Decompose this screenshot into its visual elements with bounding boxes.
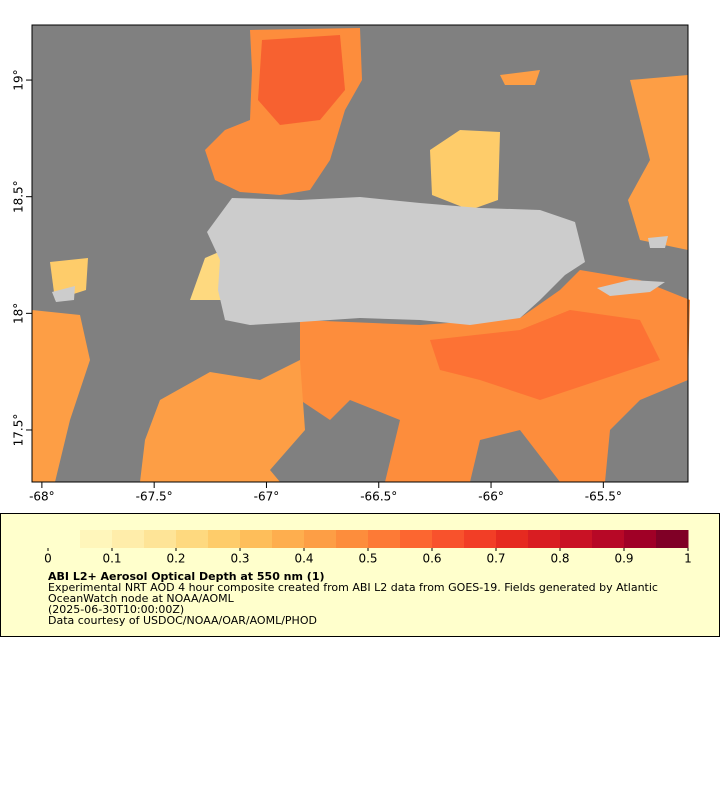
y-tick-label: 18° — [12, 303, 26, 324]
colorbar-segment — [208, 530, 241, 548]
colorbar-tick-label: 0.2 — [166, 552, 185, 566]
land — [52, 286, 75, 302]
colorbar-segment — [304, 530, 337, 548]
x-tick-label: -67° — [254, 490, 280, 504]
colorbar-segment — [144, 530, 177, 548]
colorbar-segment — [656, 530, 689, 548]
colorbar-tick-label: 0.8 — [550, 552, 569, 566]
colorbar-tick-label: 0.9 — [614, 552, 633, 566]
colorbar-segment — [400, 530, 433, 548]
colorbar-tick-label: 0 — [44, 552, 52, 566]
colorbar-segment — [592, 530, 625, 548]
colorbar-segment — [272, 530, 305, 548]
x-tick-label: -66.5° — [360, 490, 397, 504]
description-line: Experimental NRT AOD 4 hour composite cr… — [48, 581, 658, 594]
colorbar-tick-label: 0.6 — [422, 552, 441, 566]
colorbar-segment — [496, 530, 529, 548]
colorbar-segment — [624, 530, 657, 548]
y-tick-label: 17.5° — [12, 414, 26, 447]
colorbar-segment — [176, 530, 209, 548]
colorbar-segment — [80, 530, 113, 548]
colorbar-tick-label: 0.7 — [486, 552, 505, 566]
description-line: (2025-06-30T10:00:00Z) — [48, 603, 184, 616]
colorbar-segment — [464, 530, 497, 548]
y-tick-label: 18.5° — [12, 180, 26, 213]
colorbar-tick-label: 0.3 — [230, 552, 249, 566]
map-frame — [31, 24, 689, 483]
colorbar-segment — [560, 530, 593, 548]
x-tick-label: -65.5° — [585, 490, 622, 504]
colorbar-segment — [48, 530, 81, 548]
colorbar-segment — [240, 530, 273, 548]
colorbar-tick-label: 0.5 — [358, 552, 377, 566]
colorbar-segment — [336, 530, 369, 548]
legend-title: ABI L2+ Aerosol Optical Depth at 550 nm … — [48, 570, 325, 583]
colorbar-tick-label: 1 — [684, 552, 692, 566]
colorbar-tick-label: 0.1 — [102, 552, 121, 566]
description-line: Data courtesy of USDOC/NOAA/OAR/AOML/PHO… — [48, 614, 317, 627]
land — [207, 197, 585, 325]
aod-field — [32, 28, 690, 482]
y-tick-label: 19° — [12, 69, 26, 90]
colorbar-tick-label: 0.4 — [294, 552, 313, 566]
land — [597, 280, 665, 296]
land — [648, 236, 668, 248]
description-line: OceanWatch node at NOAA/AOML — [48, 592, 235, 605]
colorbar-segment — [368, 530, 401, 548]
colorbar-segment — [112, 530, 145, 548]
colorbar-segment — [432, 530, 465, 548]
colorbar-segment — [528, 530, 561, 548]
x-tick-label: -68° — [29, 490, 55, 504]
x-tick-label: -67.5° — [136, 490, 173, 504]
x-tick-label: -66° — [478, 490, 504, 504]
